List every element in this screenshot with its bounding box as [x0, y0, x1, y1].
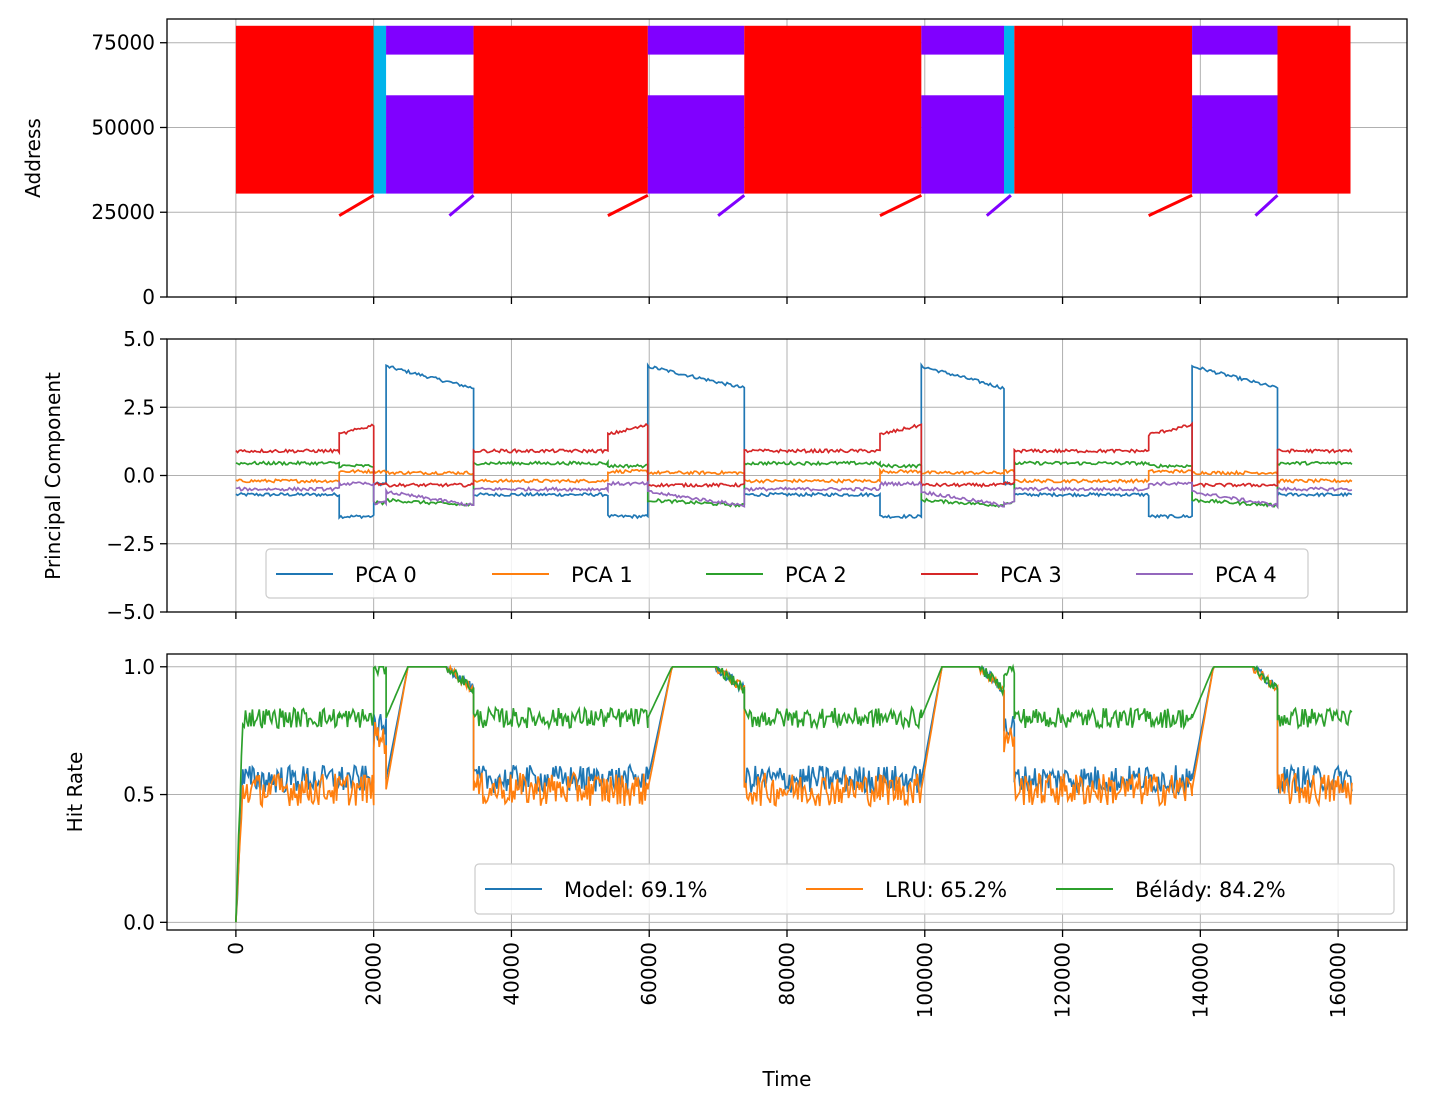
pca-lines [235, 362, 1353, 520]
x-axis-title: Time [762, 1067, 812, 1091]
pca-series-line-3 [235, 421, 1353, 489]
hitrate-lines [235, 663, 1353, 923]
address-ramp [1254, 194, 1279, 217]
hitrate-panel: 0.0 0.5 1.0 0 20000 40000 60000 80000 100000 120… [63, 653, 1408, 1091]
address-y-tick-label: 0 [142, 285, 155, 309]
address-panel: 0 25000 50000 75000 Address [21, 18, 1408, 309]
address-ramp [607, 193, 649, 217]
pca-y-tick-label: −5.0 [106, 600, 155, 624]
pca-legend-label: PCA 4 [1215, 563, 1277, 587]
pca-legend: PCA 0 PCA 1 PCA 2 PCA 3 PCA 4 [265, 548, 1309, 599]
address-marks [235, 25, 1351, 217]
pca-y-tick-label: −2.5 [106, 532, 155, 556]
x-tick-label: 60000 [637, 942, 661, 1006]
address-y-axis-title: Address [21, 118, 45, 198]
hitrate-legend: Model: 69.1% LRU: 65.2% Bélády: 84.2% [474, 863, 1395, 915]
address-y-tick-label: 75000 [91, 31, 155, 55]
hitrate-y-axis-title: Hit Rate [63, 752, 87, 833]
pca-y-axis-title: Principal Component [41, 372, 65, 580]
address-segment [1277, 25, 1351, 194]
hitrate-y-tick-label: 1.0 [123, 655, 155, 679]
pca-y-ticks: −5.0 −2.5 0.0 2.5 5.0 [106, 327, 167, 624]
x-tick-label: 140000 [1188, 942, 1212, 1018]
pca-legend-label: PCA 2 [785, 563, 847, 587]
address-ramp [717, 194, 746, 217]
pca-series-line-2 [235, 459, 1353, 510]
address-segment [373, 25, 387, 194]
pca-legend-label: PCA 0 [355, 563, 417, 587]
address-segment [235, 25, 374, 194]
address-segment [1014, 25, 1193, 194]
address-segment [647, 25, 745, 55]
address-segment [744, 25, 922, 194]
address-ramp [879, 193, 922, 217]
pca-series-line-4 [235, 479, 1353, 510]
hitrate-y-tick-label: 0.0 [123, 910, 155, 934]
x-tick-label: 120000 [1051, 942, 1075, 1018]
address-ramp [448, 194, 475, 217]
pca-y-tick-label: 2.5 [123, 395, 155, 419]
pca-legend-label: PCA 1 [571, 563, 633, 587]
address-segment [473, 25, 648, 194]
pca-x-ticks [235, 612, 1339, 619]
address-segment [921, 25, 1004, 55]
address-segment [1192, 95, 1278, 194]
address-segment [386, 95, 474, 194]
hitrate-y-tick-label: 0.5 [123, 783, 155, 807]
hitrate-frame [166, 653, 1408, 931]
x-tick-label: 80000 [775, 942, 799, 1006]
address-segment [1192, 25, 1278, 55]
pca-frame [166, 338, 1408, 613]
x-tick-label: 100000 [913, 942, 937, 1018]
x-tick-label: 40000 [499, 942, 523, 1006]
x-tick-label: 0 [224, 942, 248, 955]
address-y-ticks: 0 25000 50000 75000 [91, 31, 167, 309]
address-ramp [338, 194, 375, 217]
hitrate-series-line-2 [235, 663, 1353, 923]
address-x-ticks [235, 297, 1339, 304]
pca-legend-box [265, 548, 1309, 599]
hitrate-y-ticks: 0.0 0.5 1.0 [123, 655, 167, 934]
pca-y-tick-label: 0.0 [123, 464, 155, 488]
hitrate-legend-label: Model: 69.1% [564, 878, 708, 902]
address-y-tick-label: 25000 [91, 200, 155, 224]
pca-panel: −5.0 −2.5 0.0 2.5 5.0 Principal Component PC… [41, 327, 1408, 624]
address-ramp [1148, 193, 1193, 217]
pca-legend-label: PCA 3 [1000, 563, 1062, 587]
x-tick-label: 160000 [1326, 942, 1350, 1018]
address-y-tick-label: 50000 [91, 115, 155, 139]
address-ramp [985, 194, 1012, 217]
pca-series-line-0 [235, 362, 1353, 520]
address-segment [921, 95, 1004, 194]
address-segment [647, 95, 745, 194]
address-segment [1004, 25, 1015, 194]
pca-series-line-1 [235, 467, 1353, 485]
pca-y-tick-label: 5.0 [123, 327, 155, 351]
address-segment [386, 25, 474, 55]
hitrate-legend-label: Bélády: 84.2% [1135, 878, 1286, 902]
hitrate-legend-label: LRU: 65.2% [885, 878, 1007, 902]
address-frame [166, 18, 1408, 298]
hitrate-x-ticks: 0 20000 40000 60000 80000 100000 120000 140000 1… [224, 930, 1350, 1018]
hitrate-legend-box [474, 863, 1395, 915]
x-tick-label: 20000 [362, 942, 386, 1006]
